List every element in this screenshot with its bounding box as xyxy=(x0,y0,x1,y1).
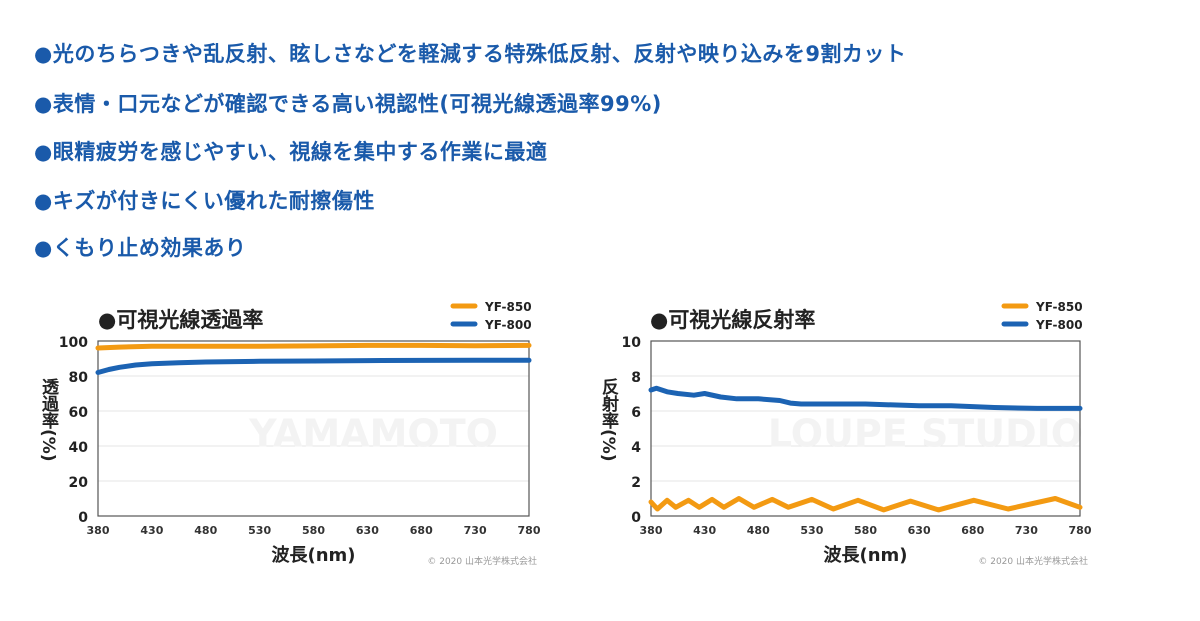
y-axis-label: 透過率(%) xyxy=(38,377,59,462)
reflectance-plot: 0 2 4 6 8 10 380 430 480 530 580 630 680 730 780 LOUPE … xyxy=(598,300,1092,567)
y-tick-label: 8 xyxy=(631,370,641,386)
x-tick-label: 780 xyxy=(518,524,541,537)
x-tick-label: 380 xyxy=(640,524,663,537)
watermark: LOUPE STUDIO xyxy=(768,412,1083,456)
x-tick-label: 480 xyxy=(194,524,217,537)
legend-label: YF-800 xyxy=(1035,318,1083,332)
x-tick-label: 680 xyxy=(410,524,433,537)
feature-item: ●眼精疲労を感じやすい、視線を集中する作業に最適 xyxy=(34,140,548,164)
x-tick-label: 730 xyxy=(464,524,487,537)
legend-label: YF-850 xyxy=(484,300,532,314)
y-tick-label: 40 xyxy=(69,440,89,456)
y-tick-label: 6 xyxy=(631,405,641,421)
x-tick-label: 580 xyxy=(854,524,877,537)
feature-item: ●光のちらつきや乱反射、眩しさなどを軽減する特殊低反射、反射や映り込みを9割カッ… xyxy=(34,42,907,66)
watermark: YAMAMOTO xyxy=(248,412,498,456)
reflectance-chart: ●可視光線反射率 0 2 4 6 8 10 380 430 480 530 580 630 680 730… xyxy=(590,290,1150,580)
x-tick-label: 530 xyxy=(800,524,823,537)
x-tick-label: 480 xyxy=(747,524,770,537)
y-tick-label: 0 xyxy=(631,510,641,526)
x-tick-label: 630 xyxy=(908,524,931,537)
x-axis-label: 波長(nm) xyxy=(823,544,907,566)
transmittance-chart: ●可視光線透過率 0 20 40 60 80 100 380 430 480 530 580 630 6… xyxy=(30,290,590,580)
legend-label: YF-800 xyxy=(484,318,532,332)
x-tick-label: 730 xyxy=(1015,524,1038,537)
series-line-yf-850 xyxy=(648,496,1083,513)
plot-frame xyxy=(650,340,1081,517)
chart-title: ●可視光線透過率 xyxy=(98,308,264,332)
plot-frame xyxy=(97,340,530,517)
series-line-yf-800 xyxy=(648,385,1083,411)
series-line-yf-800 xyxy=(95,357,532,375)
x-tick-label: 780 xyxy=(1069,524,1092,537)
x-tick-label: 430 xyxy=(693,524,716,537)
y-tick-label: 80 xyxy=(69,370,89,386)
chart-title: ●可視光線反射率 xyxy=(650,308,816,332)
y-tick-label: 20 xyxy=(69,475,89,491)
x-tick-label: 680 xyxy=(961,524,984,537)
legend-label: YF-850 xyxy=(1035,300,1083,314)
x-axis-label: 波長(nm) xyxy=(271,544,355,566)
y-tick-label: 60 xyxy=(69,405,89,421)
series-line-yf-850 xyxy=(95,342,532,351)
y-tick-label: 10 xyxy=(622,335,642,351)
copyright: © 2020 山本光学株式会社 xyxy=(427,555,537,567)
feature-item: ●くもり止め効果あり xyxy=(34,236,247,260)
x-tick-label: 630 xyxy=(356,524,379,537)
y-tick-label: 2 xyxy=(631,475,641,491)
x-tick-label: 530 xyxy=(248,524,271,537)
x-tick-label: 380 xyxy=(87,524,110,537)
y-tick-label: 0 xyxy=(78,510,88,526)
feature-item: ●キズが付きにくい優れた耐擦傷性 xyxy=(34,189,375,213)
x-tick-label: 430 xyxy=(140,524,163,537)
y-axis-label: 反射率(%) xyxy=(598,378,620,462)
y-tick-label: 100 xyxy=(59,335,88,351)
feature-item: ●表情・口元などが確認できる高い視認性(可視光線透過率99%) xyxy=(34,92,662,116)
copyright: © 2020 山本光学株式会社 xyxy=(978,555,1088,567)
transmittance-plot: 0 20 40 60 80 100 380 430 480 530 580 630 680 730 780 Y… xyxy=(38,300,541,567)
y-tick-label: 4 xyxy=(631,440,641,456)
x-tick-label: 580 xyxy=(302,524,325,537)
